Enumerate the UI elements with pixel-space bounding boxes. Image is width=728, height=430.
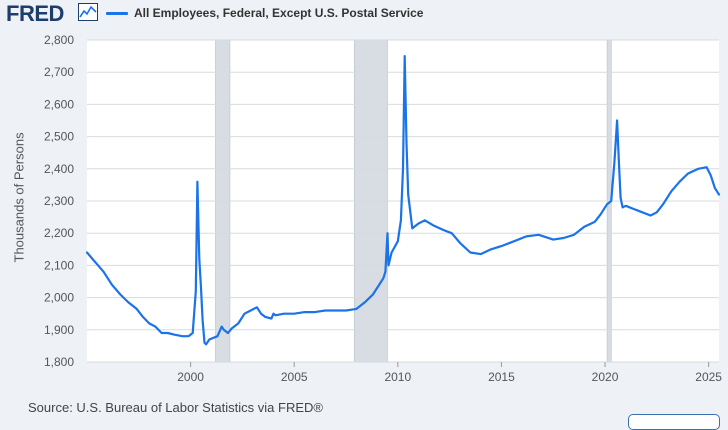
- y-tick-label: 2,700: [44, 65, 74, 79]
- edit-graph-button[interactable]: [628, 414, 720, 430]
- y-tick-label: 2,800: [44, 33, 74, 47]
- line-chart-icon: [78, 3, 98, 21]
- fred-logo[interactable]: FRED: [6, 1, 64, 26]
- y-tick-label: 1,900: [44, 323, 74, 337]
- x-axis-tick-labels: 2000 2005 2010 2015 2020 2025: [177, 362, 722, 384]
- y-tick-label: 1,800: [44, 355, 74, 369]
- x-tick-label: 2000: [177, 370, 204, 384]
- series-lines: [85, 54, 721, 346]
- x-tick-label: 2025: [695, 370, 722, 384]
- legend-label: All Employees, Federal, Except U.S. Post…: [134, 6, 424, 20]
- line-chart: 1,800 1,900 2,000 2,100 2,200 2,300 2,400 2,500…: [44, 33, 722, 384]
- y-tick-label: 2,000: [44, 291, 74, 305]
- x-tick-label: 2020: [592, 370, 619, 384]
- legend-swatch: [106, 12, 128, 15]
- y-tick-label: 2,100: [44, 258, 74, 272]
- y-tick-label: 2,400: [44, 162, 74, 176]
- x-tick-label: 2015: [488, 370, 515, 384]
- y-axis-label: Thousands of Persons: [11, 132, 27, 263]
- y-axis-tick-labels: 1,800 1,900 2,000 2,100 2,200 2,300 2,400 2,500…: [44, 33, 74, 369]
- x-tick-label: 2010: [384, 370, 411, 384]
- y-tick-label: 2,300: [44, 194, 74, 208]
- y-tick-label: 2,500: [44, 130, 74, 144]
- y-tick-label: 2,200: [44, 226, 74, 240]
- series-line: [85, 54, 721, 346]
- chart-header: FRED All Employees, Federal, Except U.S.…: [0, 0, 728, 30]
- gridlines: [87, 39, 719, 363]
- source-note: Source: U.S. Bureau of Labor Statistics …: [28, 400, 323, 415]
- y-tick-label: 2,600: [44, 97, 74, 111]
- x-tick-label: 2005: [281, 370, 308, 384]
